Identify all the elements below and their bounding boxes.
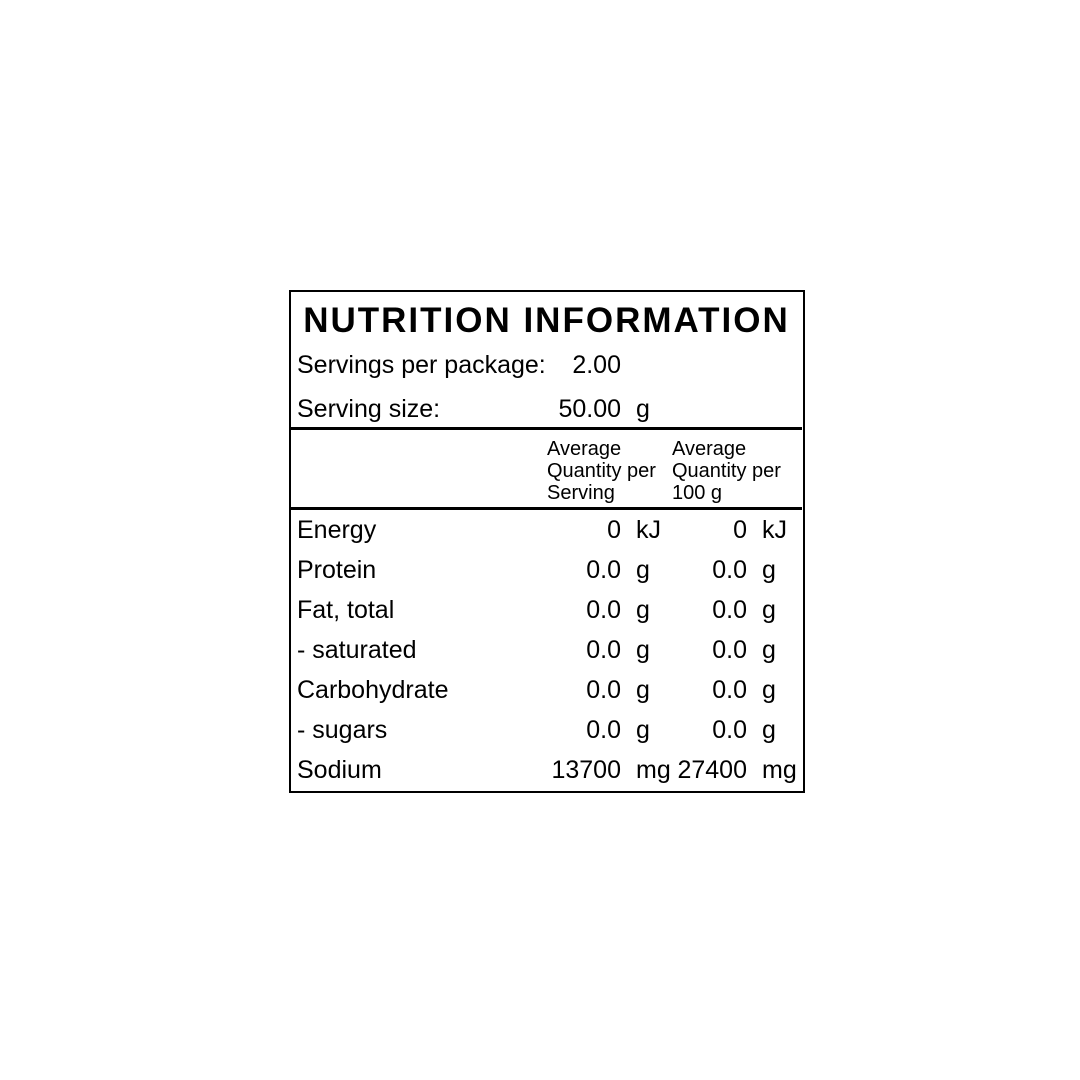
per-100g-unit: g xyxy=(762,596,776,624)
per-serving-value: 0.0 xyxy=(586,716,621,744)
table-row-carbohydrate: Carbohydrate 0.0 g 0.0 g xyxy=(291,675,802,705)
per-100g-value: 0.0 xyxy=(712,636,747,664)
nutrient-name: Sodium xyxy=(297,756,382,784)
servings-per-package-value: 2.00 xyxy=(572,351,621,379)
nutrient-name: Carbohydrate xyxy=(297,676,449,704)
per-100g-unit: mg xyxy=(762,756,797,784)
panel-title: NUTRITION INFORMATION xyxy=(303,301,790,340)
per-serving-value: 0 xyxy=(607,516,621,544)
nutrition-information-panel: NUTRITION INFORMATION Servings per packa… xyxy=(289,290,805,793)
per-serving-unit: g xyxy=(636,596,650,624)
per-serving-value: 0.0 xyxy=(586,556,621,584)
column-header-per-100g: Average Quantity per 100 g xyxy=(672,438,781,504)
per-100g-unit: g xyxy=(762,676,776,704)
per-serving-value: 0.0 xyxy=(586,676,621,704)
per-100g-value: 0.0 xyxy=(712,556,747,584)
servings-per-package-row: Servings per package: 2.00 xyxy=(291,350,802,380)
table-row-sodium: Sodium 13700 mg 27400 mg xyxy=(291,755,802,785)
serving-size-row: Serving size: 50.00 g xyxy=(291,394,802,424)
divider-above-headers xyxy=(291,427,802,430)
per-100g-value: 0 xyxy=(733,516,747,544)
nutrient-name: - sugars xyxy=(297,716,388,744)
table-row-fat-total: Fat, total 0.0 g 0.0 g xyxy=(291,595,802,625)
per-serving-unit: mg xyxy=(636,756,671,784)
per-serving-unit: g xyxy=(636,636,650,664)
column-header-per-serving: Average Quantity per Serving xyxy=(547,438,656,504)
per-100g-unit: kJ xyxy=(762,516,787,544)
per-serving-value: 13700 xyxy=(551,756,621,784)
servings-per-package-label: Servings per package: xyxy=(297,351,546,379)
per-serving-unit: g xyxy=(636,556,650,584)
per-serving-value: 0.0 xyxy=(586,596,621,624)
per-serving-unit: g xyxy=(636,676,650,704)
table-row-saturated: - saturated 0.0 g 0.0 g xyxy=(291,635,802,665)
per-serving-unit: kJ xyxy=(636,516,661,544)
table-row-protein: Protein 0.0 g 0.0 g xyxy=(291,555,802,585)
nutrient-name: Fat, total xyxy=(297,596,395,624)
per-100g-unit: g xyxy=(762,636,776,664)
per-100g-unit: g xyxy=(762,556,776,584)
per-serving-unit: g xyxy=(636,716,650,744)
per-100g-value: 0.0 xyxy=(712,596,747,624)
serving-size-label: Serving size: xyxy=(297,395,441,423)
per-serving-value: 0.0 xyxy=(586,636,621,664)
per-100g-value: 27400 xyxy=(677,756,747,784)
serving-size-value: 50.00 xyxy=(558,395,621,423)
per-100g-unit: g xyxy=(762,716,776,744)
nutrient-name: Energy xyxy=(297,516,377,544)
table-row-energy: Energy 0 kJ 0 kJ xyxy=(291,515,802,545)
table-row-sugars: - sugars 0.0 g 0.0 g xyxy=(291,715,802,745)
divider-below-headers xyxy=(291,507,802,510)
nutrient-name: Protein xyxy=(297,556,377,584)
per-100g-value: 0.0 xyxy=(712,716,747,744)
nutrient-name: - saturated xyxy=(297,636,417,664)
per-100g-value: 0.0 xyxy=(712,676,747,704)
serving-size-unit: g xyxy=(636,395,650,423)
